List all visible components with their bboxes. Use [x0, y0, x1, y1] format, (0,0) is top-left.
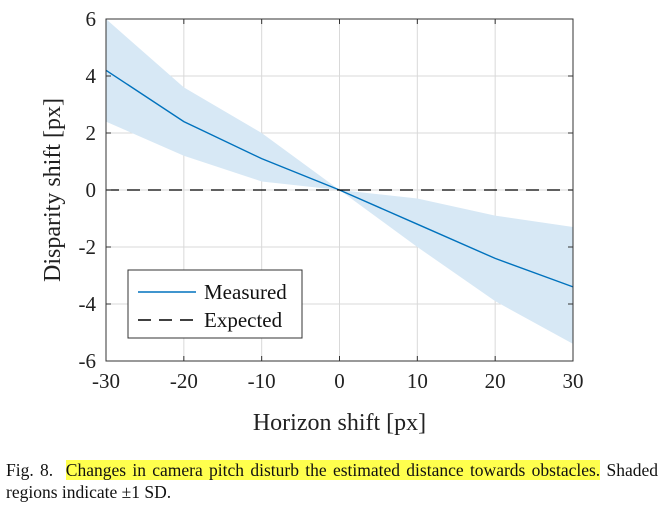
y-tick-label: 0 [86, 178, 97, 202]
sd-band-measured [106, 19, 573, 344]
legend-label-measured: Measured [204, 280, 287, 304]
x-tick-label: 10 [407, 369, 428, 393]
series-lines [105, 69, 574, 288]
y-axis-label: Disparity shift [px] [40, 98, 66, 282]
x-axis-label: Horizon shift [px] [253, 410, 426, 436]
y-tick-label: -6 [79, 349, 97, 373]
x-tick-label: -10 [248, 369, 276, 393]
legend: Measured Expected [127, 269, 303, 339]
x-tick-label: -20 [170, 369, 198, 393]
y-tick-label: -2 [79, 235, 97, 259]
y-tick-label: -4 [79, 292, 97, 316]
x-tick-label: 0 [334, 369, 345, 393]
figure-caption: Fig. 8. Changes in camera pitch disturb … [6, 459, 658, 503]
y-tick-label: 6 [86, 7, 97, 31]
y-tick-label: 2 [86, 121, 97, 145]
y-tick-label: 4 [86, 64, 97, 88]
x-tick-label: 20 [485, 369, 506, 393]
x-tick-label: 30 [563, 369, 584, 393]
caption-prefix: Fig. 8. [6, 460, 54, 480]
caption-highlight: Changes in camera pitch disturb the esti… [65, 460, 601, 480]
legend-box [127, 269, 303, 339]
legend-label-expected: Expected [204, 308, 283, 332]
caption-rest: Shaded regions indicate ±1 SD. [6, 460, 659, 502]
x-tick-label: -30 [92, 369, 120, 393]
sd-band-group [106, 19, 573, 344]
